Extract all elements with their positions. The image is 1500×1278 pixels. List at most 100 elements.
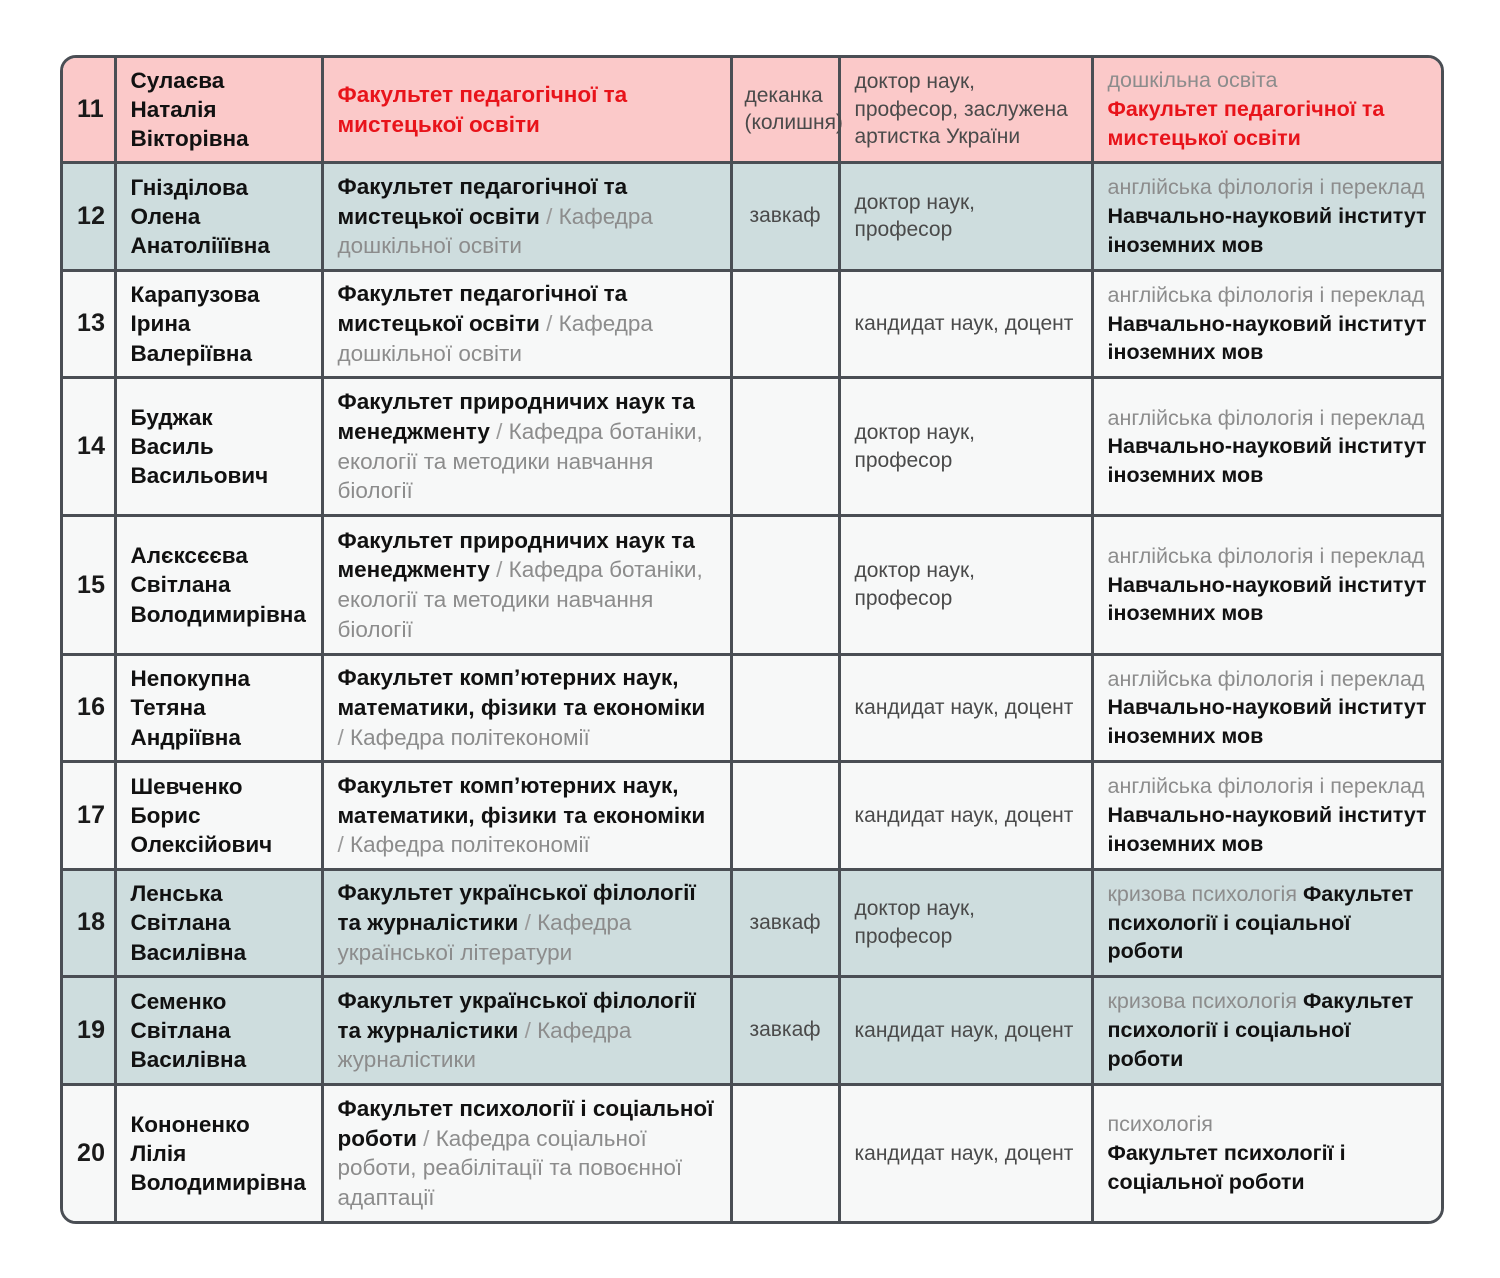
program-unit-cell: англійська філологія і переклад Навчально…	[1092, 162, 1441, 272]
program-unit-cell: англійська філологія і переклад Навчально…	[1092, 270, 1441, 380]
program-unit-cell: англійська філологія і переклад Навчально…	[1092, 377, 1441, 518]
faculty-separator: /	[539, 203, 559, 229]
program-unit-cell: дошкільна освіта Факультет педагогічної т…	[1092, 58, 1441, 165]
faculty-name: Факультет природничих наук та менеджмент…	[337, 389, 695, 445]
department-name: Кафедра соціальної роботи, реабілітації …	[337, 1125, 683, 1211]
program-specialty: англійська філологія і переклад	[1107, 405, 1425, 430]
program-unit: Навчально-науковий інститут іноземних мо…	[1107, 434, 1427, 488]
academic-degree: доктор наук, професор, заслужена артистка …	[839, 58, 1094, 165]
table-row[interactable]: 20 Кононенко Лілія Володимирівна Факультет п…	[63, 1084, 1441, 1221]
person-name-line: Валеріївна	[130, 340, 253, 366]
position-line: завкаф	[749, 203, 821, 227]
faculty-department: Факультет комп’ютерних наук, математики,…	[322, 654, 733, 764]
faculty-name: Факультет комп’ютерних наук, математики,…	[337, 772, 706, 828]
person-name-line: Васильович	[130, 463, 269, 489]
faculty-department: Факультет української філології та журна…	[322, 869, 733, 979]
table-row[interactable]: 19 Семенко Світлана Василівна Факультет укра…	[63, 976, 1441, 1086]
table-row[interactable]: 18 Ленська Світлана Василівна Факультет укра…	[63, 869, 1441, 979]
person-name: Непокупна Тетяна Андріївна	[115, 654, 324, 764]
row-number: 11	[63, 58, 117, 165]
academic-degree-line: кандидат наук, доцент	[854, 1141, 1074, 1165]
position-line: (колишня)	[744, 110, 843, 134]
table-row[interactable]: 14 Буджак Василь Васильович Факультет природ…	[63, 377, 1441, 518]
faculty-department: Факультет української філології та журна…	[322, 976, 733, 1086]
position-cell	[731, 270, 841, 380]
position-cell	[731, 377, 841, 518]
row-number: 19	[63, 976, 117, 1086]
faculty-department: Факультет психології і соціальної роботи…	[322, 1084, 733, 1221]
row-number: 12	[63, 162, 117, 272]
academic-degree: кандидат наук, доцент	[839, 761, 1094, 871]
person-name: Алєксєєва Світлана Володимирівна	[115, 515, 324, 656]
row-number: 17	[63, 761, 117, 871]
person-name-line: Ірина	[130, 311, 191, 337]
program-unit: Факультет педагогічної та мистецької осв…	[1107, 97, 1385, 150]
person-name-line: Василівна	[130, 939, 247, 965]
position-cell: деканка (колишня)	[731, 58, 843, 165]
faculty-department: Факультет комп’ютерних наук, математики,…	[322, 761, 733, 871]
row-number: 20	[63, 1084, 117, 1221]
academic-degree-line: доктор наук, професор	[854, 421, 976, 472]
program-specialty: англійська філологія і переклад	[1107, 175, 1425, 200]
program-specialty: англійська філологія і переклад	[1107, 666, 1425, 691]
academic-degree-line: доктор наук, професор	[854, 190, 976, 242]
program-unit: Навчально-науковий інститут іноземних мо…	[1107, 203, 1427, 257]
person-name: Шевченко Борис Олексійович	[115, 761, 324, 871]
faculty-separator: /	[489, 557, 509, 583]
academic-degree-line: кандидат наук, доцент	[854, 696, 1074, 720]
faculty-name: Факультет природничих наук та менеджмент…	[337, 527, 695, 583]
faculty-department: Факультет педагогічної та мистецької осв…	[322, 58, 733, 165]
academic-degree-line: артистка України	[854, 125, 1021, 149]
person-name-line: Олексійович	[130, 832, 273, 858]
program-specialty: дошкільна освіта	[1107, 68, 1278, 93]
person-name-line: Борис	[130, 802, 201, 828]
person-name-line: Ленська	[130, 881, 223, 907]
program-specialty: англійська філологія і переклад	[1107, 543, 1425, 568]
faculty-name: Факультет педагогічної та мистецької осв…	[337, 281, 628, 337]
program-unit-cell: кризова психологія Факультет психології …	[1092, 869, 1441, 979]
program-unit-cell: психологія Факультет психології і соціаль…	[1092, 1084, 1441, 1221]
department-name: Кафедра ботаніки, екології та методики н…	[337, 419, 703, 504]
position-cell	[731, 1084, 841, 1221]
row-number: 18	[63, 869, 117, 979]
table-row[interactable]: 13 Карапузова Ірина Валеріївна Факультет пед…	[63, 270, 1441, 380]
faculty-separator: /	[539, 311, 559, 337]
table-row[interactable]: 17 Шевченко Борис Олексійович Факультет комп…	[63, 761, 1441, 871]
academic-degree: кандидат наук, доцент	[839, 1084, 1094, 1221]
academic-degree-line: доктор наук, професор	[854, 897, 976, 948]
table-row[interactable]: 15 Алєксєєва Світлана Володимирівна Факульте…	[63, 515, 1441, 656]
person-name-line: Сулаєва	[130, 67, 225, 93]
person-name: Буджак Василь Васильович	[115, 377, 324, 518]
person-name-line: Гнізділова	[130, 174, 249, 200]
faculty-separator: /	[518, 910, 538, 936]
person-name: Ленська Світлана Василівна	[115, 869, 324, 979]
person-name: Семенко Світлана Василівна	[115, 976, 324, 1086]
academic-degree: кандидат наук, доцент	[839, 976, 1094, 1086]
roster-table: 11 Сулаєва Наталія Вікторівна Факультет педа…	[63, 58, 1441, 1221]
person-name: Кононенко Лілія Володимирівна	[115, 1084, 324, 1221]
faculty-name: Факультет української філології та журна…	[337, 880, 696, 936]
faculty-name: Факультет української філології та журна…	[337, 987, 696, 1043]
row-number: 15	[63, 515, 117, 656]
academic-degree-line: професор, заслужена	[854, 97, 1068, 121]
academic-degree-line: кандидат наук, доцент	[854, 1018, 1074, 1042]
person-name-line: Василь	[130, 434, 214, 460]
academic-degree: кандидат наук, доцент	[839, 654, 1094, 764]
person-name-line: Буджак	[130, 404, 213, 430]
person-name-line: Лілія	[130, 1140, 187, 1166]
table-row[interactable]: 12 Гнізділова Олена Анатоліїївна Факультет п…	[63, 162, 1441, 272]
program-unit: Навчально-науковий інститут іноземних мо…	[1107, 572, 1427, 626]
faculty-name: Факультет педагогічної та мистецької осв…	[337, 173, 628, 229]
person-name-line: Наталія	[130, 96, 217, 122]
person-name-line: Володимирівна	[130, 601, 306, 627]
person-name-line: Світлана	[130, 910, 231, 936]
table-row[interactable]: 16 Непокупна Тетяна Андріївна Факультет комп…	[63, 654, 1441, 764]
person-name-line: Андріївна	[130, 724, 241, 750]
program-unit: Навчально-науковий інститут іноземних мо…	[1107, 803, 1427, 856]
program-unit: Навчально-науковий інститут іноземних мо…	[1107, 695, 1427, 749]
table-row[interactable]: 11 Сулаєва Наталія Вікторівна Факультет педа…	[63, 58, 1441, 165]
person-name-line: Володимирівна	[130, 1170, 306, 1195]
person-name-line: Світлана	[130, 572, 231, 598]
faculty-separator: /	[518, 1017, 538, 1043]
